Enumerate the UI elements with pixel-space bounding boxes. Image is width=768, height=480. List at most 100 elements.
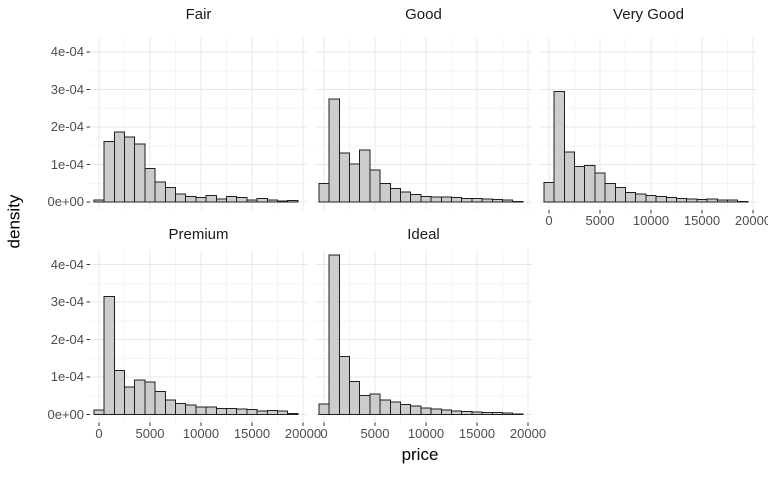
facet-strip-ideal: Ideal	[407, 226, 440, 243]
histogram-bar	[400, 403, 412, 415]
y-tick-label: 0e+00	[47, 194, 84, 209]
histogram-bar	[512, 200, 524, 203]
histogram-bar	[471, 411, 483, 415]
y-tick-label: 2e-04	[50, 119, 84, 134]
x-tick-label: 10000	[182, 425, 220, 441]
histogram-bar	[665, 197, 677, 203]
histogram-bar	[205, 406, 217, 415]
histogram-bar	[164, 399, 177, 415]
x-tick-label: 5000	[135, 425, 165, 441]
histogram-bar	[205, 195, 217, 203]
histogram-bar	[328, 98, 340, 203]
histogram-bar	[502, 412, 514, 415]
y-tick-label: 1e-04	[50, 369, 84, 384]
histogram-bar	[471, 197, 483, 203]
histogram-bar	[144, 381, 156, 415]
histogram-bar	[655, 195, 667, 203]
histogram-bar	[236, 197, 248, 203]
histogram-bar	[185, 404, 197, 415]
y-tick-label: 4e-04	[50, 256, 84, 272]
x-tick-label: 5000	[360, 425, 390, 441]
histogram-bar	[553, 90, 565, 203]
histogram-bar	[287, 412, 299, 415]
histogram-bar	[124, 136, 136, 203]
histogram-bar	[400, 191, 412, 203]
histogram-bar	[277, 200, 289, 203]
histogram-bar	[410, 405, 422, 415]
histogram-bar	[185, 195, 197, 203]
histogram-bar	[389, 401, 401, 415]
histogram-bar	[195, 406, 207, 415]
histogram-bar	[164, 186, 177, 203]
x-axis-title: price	[401, 445, 439, 464]
histogram-bar	[369, 393, 381, 415]
histogram-bar	[175, 193, 187, 203]
histogram-bar	[451, 197, 463, 203]
histogram-bar	[256, 198, 268, 203]
histogram-bar	[481, 198, 493, 203]
histogram-bar	[614, 186, 626, 203]
x-tick-label: 0	[320, 425, 328, 441]
y-axis-title: density	[4, 194, 24, 249]
histogram-bar	[706, 198, 718, 203]
x-tick-label: 0	[545, 213, 553, 229]
histogram-bar	[461, 197, 473, 203]
histogram-bar	[359, 394, 371, 415]
x-tick-label: 15000	[458, 425, 496, 441]
facet-strip-very-good: Very Good	[613, 6, 684, 23]
histogram-bar	[113, 131, 126, 203]
histogram-bar	[103, 140, 115, 203]
histogram-bar	[410, 194, 422, 203]
histogram-bar	[144, 167, 156, 203]
facet-strip-fair: Fair	[185, 6, 212, 23]
x-tick-label: 10000	[407, 425, 445, 441]
histogram-bar	[226, 408, 238, 415]
histogram-bar	[440, 196, 452, 203]
histogram-bar	[134, 143, 146, 203]
histogram-bar	[604, 182, 616, 203]
histogram-bar	[215, 198, 228, 203]
histogram-bar	[175, 402, 187, 415]
histogram-bar	[338, 355, 350, 415]
y-tick-label: 0e+00	[47, 406, 84, 422]
histogram-bar	[502, 199, 514, 203]
histogram-bar	[103, 295, 115, 415]
x-tick-label: 20000	[734, 213, 768, 229]
histogram-bar	[635, 193, 647, 203]
histogram-bar	[256, 410, 268, 415]
histogram-bar	[574, 165, 586, 203]
facet-strip-premium: Premium	[168, 226, 229, 243]
histogram-bar	[491, 198, 503, 203]
x-tick-label: 20000	[509, 425, 547, 441]
histogram-bar	[93, 199, 105, 203]
x-tick-label: 5000	[585, 213, 615, 229]
histogram-bar	[696, 198, 708, 203]
histogram-bar	[594, 172, 606, 203]
histogram-bar	[481, 411, 493, 415]
histogram-bar	[420, 195, 432, 203]
histogram-bar	[195, 197, 207, 203]
histogram-bar	[215, 408, 228, 415]
histogram-bar	[226, 195, 238, 203]
histogram-bar	[246, 409, 258, 415]
histogram-bar	[379, 182, 391, 203]
histogram-bar	[154, 181, 166, 203]
histogram-bar	[369, 169, 381, 203]
histogram-bar	[727, 199, 739, 203]
histogram-bar	[420, 407, 432, 415]
histogram-bar	[134, 379, 146, 415]
histogram-bar	[716, 199, 728, 203]
x-tick-label: 10000	[632, 213, 670, 229]
y-tick-label: 1e-04	[50, 156, 84, 172]
histogram-bar	[379, 399, 391, 415]
histogram-bar	[430, 408, 442, 415]
histogram-bar	[328, 254, 340, 415]
histogram-bar	[625, 191, 637, 203]
y-tick-label: 3e-04	[50, 294, 84, 309]
histogram-bar	[686, 198, 698, 203]
histogram-bar	[389, 188, 401, 203]
histogram-bar	[461, 411, 473, 415]
histogram-bar	[543, 182, 555, 203]
